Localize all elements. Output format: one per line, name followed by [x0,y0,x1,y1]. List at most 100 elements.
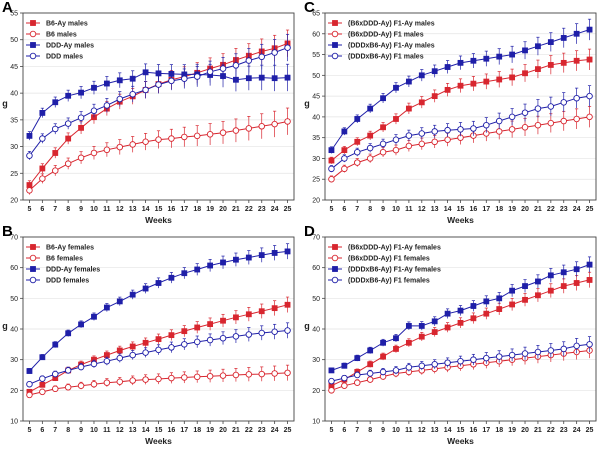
data-point [508,113,516,121]
x-tick-label: 11 [103,206,111,213]
panel-b: B 10 20 30 40 50 60 70 5 6 7 8 9 10 11 12 13 14 15 16 17 18 19… [2,223,295,446]
legend-label: B6-Ay males [46,21,88,28]
data-point [155,81,162,88]
data-point [328,165,335,173]
legend-label: DDD males [46,54,83,61]
y-tick-label: 30 [10,357,18,364]
data-point [245,371,253,378]
data-point [245,311,252,318]
data-point [142,86,149,94]
data-point [142,138,149,146]
data-point [116,95,124,103]
data-point [508,351,516,359]
data-point [405,323,412,329]
data-point [26,391,33,399]
x-tick-label: 24 [573,206,581,213]
legend-marker [30,20,36,26]
x-tick-label: 12 [418,206,426,213]
data-point [380,353,386,360]
data-point [155,346,162,354]
panel-letter: B [2,223,13,240]
x-tick-label: 9 [79,206,83,213]
legend-item: B6 females [26,254,83,263]
data-point [194,324,201,331]
data-point [522,296,528,303]
x-tick-label: 24 [573,427,581,434]
y-tick-label: 25 [10,171,18,178]
data-point [547,39,554,45]
data-point [328,175,335,183]
data-point [354,138,361,145]
data-point [367,347,374,354]
data-point [405,364,413,371]
x-tick-label: 12 [116,427,124,434]
legend-item: B6 males [26,30,77,39]
data-point [207,262,214,269]
legend-label: (B6xDDD-Ay) F1 males [348,32,424,39]
x-tick-label: 25 [586,427,594,434]
data-point [509,51,516,58]
data-point [366,155,374,162]
data-point [418,333,425,340]
data-point [39,375,46,382]
data-point [271,75,278,82]
data-point [393,346,399,352]
data-point [284,118,291,125]
legend-marker [29,254,37,262]
data-point [547,103,555,110]
data-point [509,301,516,308]
y-axis-title: g [2,321,8,331]
data-point [181,75,188,82]
data-point [271,305,278,312]
x-tick-label: 14 [142,206,150,213]
data-point [245,331,253,338]
legend-item: B6-Ay males [26,20,88,28]
x-tick-label: 21 [534,206,542,213]
data-point [168,274,175,281]
x-tick-label: 17 [482,427,490,434]
x-tick-label: 8 [66,206,70,213]
data-point [560,59,567,66]
series-3 [26,243,291,374]
x-tick-label: 6 [40,206,44,213]
data-point [392,146,400,154]
data-point [483,55,490,62]
x-tick-label: 9 [79,427,83,434]
y-tick-label: 10 [312,419,320,426]
legend-marker [332,266,338,272]
data-point [219,129,227,136]
data-point [573,57,580,64]
data-point [26,368,33,374]
data-point [181,270,188,277]
x-tick-label: 17 [482,206,490,213]
data-point [534,105,542,112]
data-point [586,113,593,121]
legend-label: (B6xDDD-Ay) F1-Ay females [348,245,441,252]
data-point [90,149,98,157]
x-tick-label: 13 [431,427,439,434]
x-tick-label: 22 [547,206,555,213]
legend-item: DDD males [26,52,83,61]
data-point [354,355,361,362]
y-tick-label: 50 [10,296,18,303]
data-point [219,372,227,379]
data-point [354,379,361,386]
legend-marker [332,244,338,250]
data-point [103,304,110,311]
x-tick-label: 5 [329,206,333,213]
y-axis-title: g [304,99,310,109]
data-point [431,138,438,146]
data-point [219,65,227,72]
data-point [155,280,162,286]
x-tick-label: 7 [53,427,57,434]
data-point [328,147,335,154]
x-tick-label: 6 [342,427,346,434]
data-point [470,356,477,363]
data-point [366,144,374,152]
data-point [547,119,555,127]
legend-marker [29,52,37,60]
data-point [509,74,516,81]
series-4 [328,85,593,173]
data-point [26,152,33,159]
legend-item: (B6xDDD-Ay) F1-Ay males [328,20,435,28]
